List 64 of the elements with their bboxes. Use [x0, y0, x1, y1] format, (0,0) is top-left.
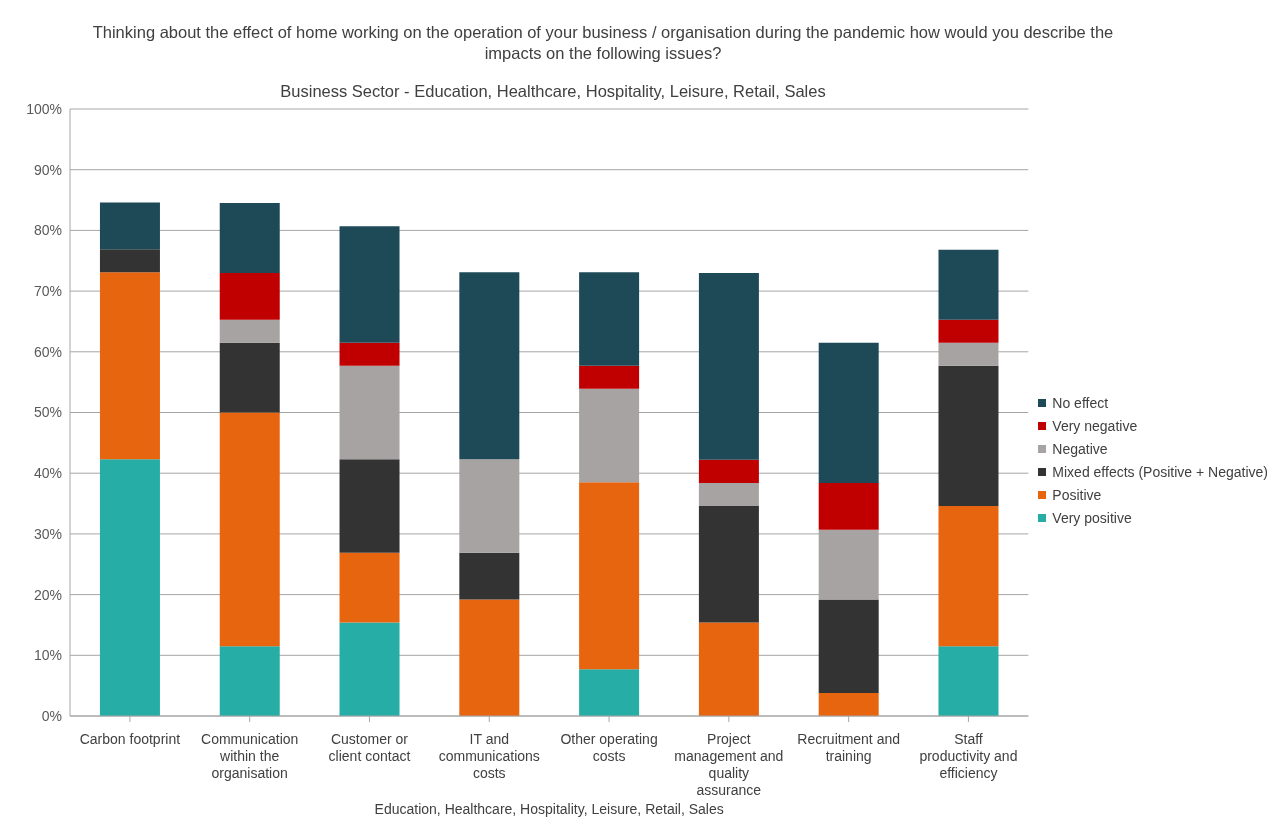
bar: [938, 319, 999, 343]
bar: [818, 692, 879, 716]
bar: [818, 482, 879, 530]
x-tick-label: Recruitment and training: [797, 731, 900, 764]
bar: [339, 226, 400, 343]
x-tick-label: Customer or client contact: [328, 731, 411, 764]
y-tick-label: 70%: [33, 283, 62, 300]
bar: [219, 203, 280, 273]
bar: [99, 459, 160, 716]
bar: [339, 622, 400, 716]
bar: [459, 272, 520, 460]
bar: [219, 342, 280, 413]
bar: [698, 505, 759, 623]
y-tick-label: 100%: [26, 100, 62, 117]
y-tick-label: 50%: [33, 404, 62, 421]
bar: [818, 599, 879, 693]
bar: [698, 459, 759, 483]
x-tick-label: Carbon footprint: [79, 731, 181, 747]
bar: [938, 365, 999, 506]
bar: [938, 505, 999, 647]
legend-label: Very negative: [1052, 417, 1138, 434]
y-tick-label: 40%: [33, 465, 62, 482]
chart-title: Thinking about the effect of home working on the operation of your business / organisation during the pandemic how would you describe the impacts on the following issues?: [91, 22, 1115, 64]
bar: [579, 272, 640, 366]
bar: [339, 552, 400, 623]
bar: [219, 272, 280, 320]
x-tick-label: Other operating costs: [560, 731, 658, 764]
bar: [219, 412, 280, 647]
x-axis-title: Education, Healthcare, Hospitality, Leisure, Retail, Sales: [374, 801, 724, 817]
legend-label: No effect: [1052, 394, 1109, 411]
chart-subtitle: Business Sector - Education, Healthcare, Hospitality, Leisure, Retail, Sales: [279, 81, 827, 101]
bar: [698, 272, 759, 460]
bar: [459, 599, 520, 716]
bar: [818, 342, 879, 483]
bar: [99, 202, 160, 250]
y-tick-label: 60%: [33, 343, 62, 360]
y-tick-label: 20%: [33, 586, 62, 603]
legend-label: Positive: [1052, 486, 1102, 503]
bar: [698, 482, 759, 506]
x-tick-label: Project management and quality assurance: [674, 731, 784, 798]
bar: [219, 319, 280, 343]
y-tick-label: 90%: [33, 161, 62, 178]
bar: [339, 459, 400, 553]
y-tick-label: 10%: [33, 647, 62, 664]
x-tick-label: Staff productivity and efficiency: [919, 731, 1018, 781]
bar: [698, 622, 759, 716]
bar: [99, 272, 160, 460]
bar: [459, 552, 520, 600]
bar: [579, 482, 640, 670]
bar: [579, 669, 640, 716]
bar: [579, 365, 640, 389]
y-tick-label: 80%: [33, 222, 62, 239]
bar: [339, 342, 400, 366]
x-tick-label: IT and communications costs: [438, 731, 540, 781]
bar: [938, 249, 999, 320]
y-tick-label: 0%: [41, 707, 62, 724]
legend-label: Negative: [1052, 440, 1108, 457]
legend-label: Very positive: [1052, 509, 1132, 526]
bar: [219, 646, 280, 716]
x-tick-label: Communication within the organisation: [201, 731, 299, 781]
y-tick-label: 30%: [33, 525, 62, 542]
bar: [938, 646, 999, 716]
legend-label: Mixed effects (Positive + Negative): [1052, 463, 1268, 480]
bar: [99, 249, 160, 273]
